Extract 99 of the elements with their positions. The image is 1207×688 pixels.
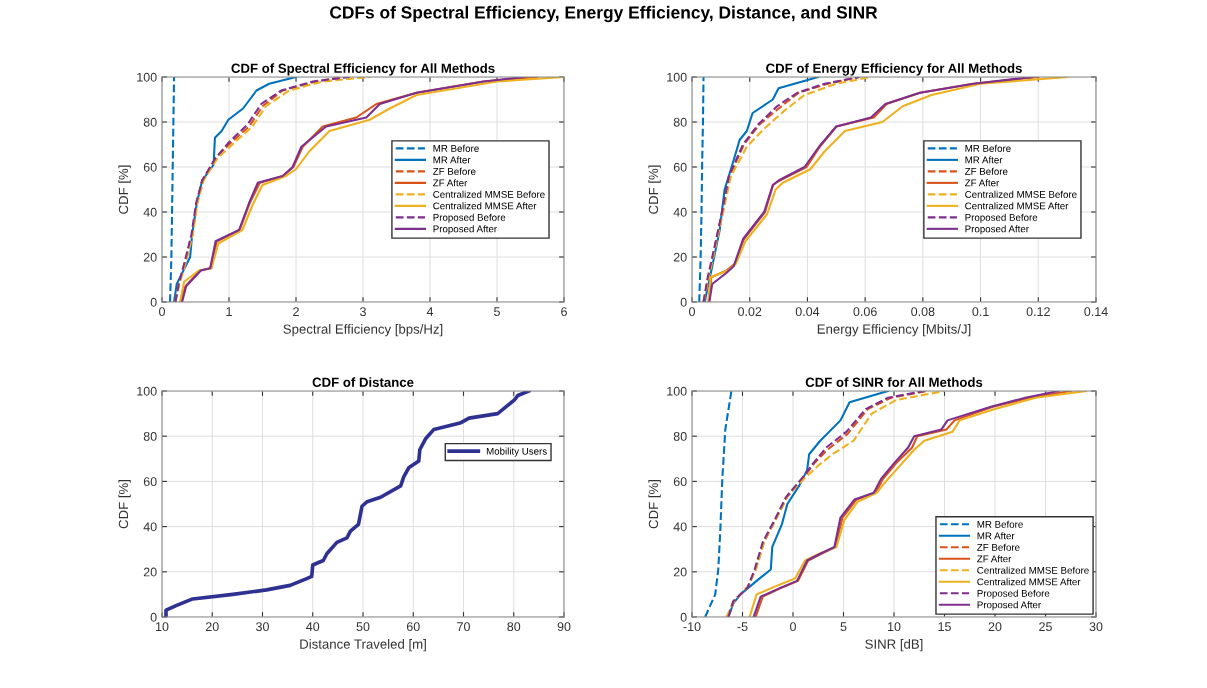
y-tick-label: 0 xyxy=(150,612,157,622)
y-tick-label: 100 xyxy=(137,72,157,82)
text: CDFs of Spectral Efficiency, Energy Efficiency, Distance, and SINR xyxy=(330,5,878,23)
y-tick-label: 40 xyxy=(673,522,687,532)
x-tick-label: 6 xyxy=(561,307,567,317)
legend-label: Proposed After xyxy=(433,225,497,235)
chart-title: CDF of Energy Efficiency for All Methods xyxy=(766,63,1022,76)
legend-label: Proposed Before xyxy=(965,213,1038,223)
x-tick-label: 0.02 xyxy=(738,307,762,317)
line-series xyxy=(169,77,176,302)
legend-label: Centralized MMSE After xyxy=(433,202,537,210)
x-tick-label: 15 xyxy=(938,622,951,632)
x-tick-label: 2 xyxy=(293,307,299,316)
legend-label: MR After xyxy=(977,532,1015,540)
y-tick-label: 40 xyxy=(143,522,157,532)
x-tick-label: 50 xyxy=(356,622,370,632)
chart-title: CDF of SINR for All Methods xyxy=(805,377,983,387)
x-tick-label: 30 xyxy=(256,622,269,632)
y-tick-label: 80 xyxy=(673,117,687,127)
legend-label: MR Before xyxy=(977,520,1023,528)
legend-label: Centralized MMSE Before xyxy=(977,566,1089,574)
x-tick-label: 10 xyxy=(888,622,901,632)
chart-title: CDF of Spectral Efficiency for All Methods xyxy=(231,63,495,76)
legend-label: ZF Before xyxy=(977,543,1020,551)
y-tick-label: 100 xyxy=(137,386,157,396)
y-axis-title: CDF [%] xyxy=(648,480,661,529)
x-tick-label: 60 xyxy=(406,622,420,632)
x-axis-title: Energy Efficiency [Mbits/J] xyxy=(817,324,971,337)
legend-label: Proposed Before xyxy=(433,213,506,223)
y-tick-label: 20 xyxy=(143,567,157,577)
x-tick-label: 5 xyxy=(840,622,847,632)
x-tick-label: 0 xyxy=(159,307,165,317)
y-tick-label: 60 xyxy=(673,477,687,487)
x-tick-label: -5 xyxy=(737,622,748,632)
y-tick-label: 60 xyxy=(143,477,157,487)
x-tick-label: 0.04 xyxy=(795,307,820,317)
y-tick-label: 80 xyxy=(143,117,157,127)
y-tick-label: 40 xyxy=(673,207,687,217)
x-tick-label: 4 xyxy=(426,307,434,316)
line-series xyxy=(703,77,820,302)
x-tick-label: 80 xyxy=(507,622,521,632)
y-tick-label: 80 xyxy=(673,432,687,441)
x-tick-label: 25 xyxy=(1039,622,1052,632)
x-tick-label: 0.14 xyxy=(1084,307,1108,317)
line-series xyxy=(704,391,733,617)
legend-label: Centralized MMSE Before xyxy=(965,190,1077,198)
x-tick-label: 3 xyxy=(360,307,366,317)
y-tick-label: 100 xyxy=(667,72,687,82)
legend-label: MR Before xyxy=(433,144,479,152)
x-tick-label: 0.12 xyxy=(1026,307,1050,317)
chart-title: CDF of Distance xyxy=(312,377,414,387)
x-tick-label: 70 xyxy=(457,622,470,632)
x-tick-label: 0.06 xyxy=(853,307,877,317)
legend-label: ZF Before xyxy=(433,167,476,175)
legend-label: Mobility Users xyxy=(486,447,547,457)
x-axis-title: SINR [dB] xyxy=(865,639,923,652)
x-tick-label: 40 xyxy=(306,622,320,632)
y-tick-label: 40 xyxy=(143,207,157,217)
y-tick-label: 20 xyxy=(673,252,687,262)
y-axis-title: CDF [%] xyxy=(118,480,131,529)
line-series xyxy=(698,77,705,302)
x-tick-label: 30 xyxy=(1089,622,1103,632)
legend-label: MR After xyxy=(965,156,1003,164)
legend-label: ZF After xyxy=(433,179,468,187)
legend-label: ZF After xyxy=(977,555,1012,563)
y-tick-label: 60 xyxy=(143,162,157,172)
y-axis-title: CDF [%] xyxy=(118,165,131,214)
legend-label: Proposed After xyxy=(965,225,1029,235)
legend-label: Proposed Before xyxy=(977,589,1050,599)
legend-label: Proposed After xyxy=(977,601,1041,611)
legend-label: Centralized MMSE After xyxy=(977,578,1081,586)
y-axis-title: CDF [%] xyxy=(648,165,661,214)
x-tick-label: 20 xyxy=(988,622,1002,632)
y-tick-label: 60 xyxy=(673,162,687,172)
x-tick-label: 0 xyxy=(689,307,695,317)
x-tick-label: 0 xyxy=(790,622,796,632)
legend-label: ZF After xyxy=(965,179,1000,187)
x-tick-label: 1 xyxy=(226,307,232,316)
legend-label: Centralized MMSE After xyxy=(965,202,1069,210)
y-tick-label: 0 xyxy=(680,612,687,622)
x-tick-label: 0.1 xyxy=(972,307,989,317)
legend-label: ZF Before xyxy=(965,167,1008,175)
y-tick-label: 0 xyxy=(680,297,687,307)
legend-label: Centralized MMSE Before xyxy=(433,190,545,198)
y-tick-label: 80 xyxy=(143,432,157,441)
x-tick-label: 5 xyxy=(494,307,500,317)
legend-label: MR After xyxy=(433,156,471,164)
x-tick-label: 0.08 xyxy=(911,307,935,317)
y-tick-label: 100 xyxy=(667,386,687,396)
x-tick-label: 10 xyxy=(156,622,169,632)
x-tick-label: -10 xyxy=(683,622,701,632)
y-tick-label: 0 xyxy=(150,297,157,307)
x-tick-label: 90 xyxy=(557,622,571,632)
x-axis-title: Spectral Efficiency [bps/Hz] xyxy=(283,324,443,337)
legend-label: MR Before xyxy=(965,144,1011,152)
x-axis-title: Distance Traveled [m] xyxy=(300,639,426,652)
x-tick-label: 20 xyxy=(205,622,219,632)
y-tick-label: 20 xyxy=(673,567,687,577)
y-tick-label: 20 xyxy=(143,252,157,262)
